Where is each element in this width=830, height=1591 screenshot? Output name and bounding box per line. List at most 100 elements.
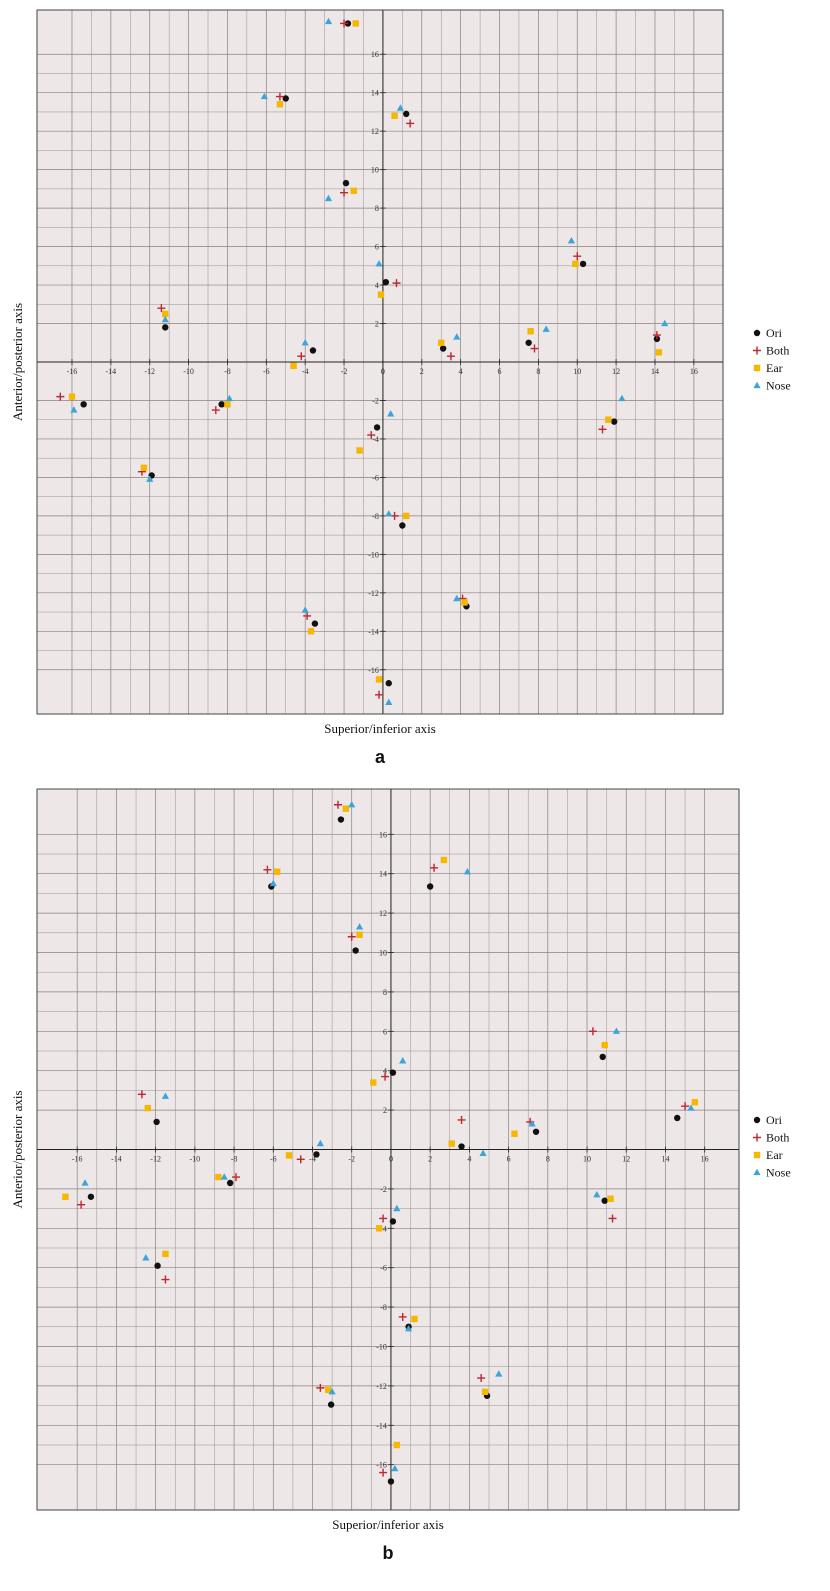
y-tick-label: -16 bbox=[376, 1461, 387, 1470]
y-tick-label: 12 bbox=[379, 909, 387, 918]
x-tick-label: -4 bbox=[302, 367, 309, 376]
marker bbox=[62, 1194, 68, 1200]
marker bbox=[600, 1054, 606, 1060]
marker bbox=[692, 1099, 698, 1105]
y-tick-label: 6 bbox=[375, 243, 379, 252]
marker bbox=[274, 869, 280, 875]
marker bbox=[80, 401, 86, 407]
legend-marker bbox=[754, 330, 760, 336]
y-tick-label: -12 bbox=[376, 1382, 387, 1391]
x-tick-label: 16 bbox=[701, 1155, 709, 1164]
x-tick-label: -12 bbox=[150, 1155, 161, 1164]
marker bbox=[356, 932, 362, 938]
legend-marker bbox=[753, 1134, 761, 1142]
marker bbox=[370, 1079, 376, 1085]
y-tick-label: 10 bbox=[371, 166, 379, 175]
y-tick-label: 8 bbox=[383, 988, 387, 997]
x-tick-label: -8 bbox=[231, 1155, 238, 1164]
x-tick-label: -6 bbox=[270, 1155, 277, 1164]
marker bbox=[308, 628, 314, 634]
x-tick-label: 10 bbox=[583, 1155, 591, 1164]
marker bbox=[343, 805, 349, 811]
marker bbox=[356, 447, 362, 453]
x-tick-label: -2 bbox=[348, 1155, 355, 1164]
marker bbox=[312, 620, 318, 626]
marker bbox=[403, 111, 409, 117]
legend-label: Nose bbox=[766, 1166, 791, 1180]
marker bbox=[533, 1129, 539, 1135]
marker bbox=[411, 1316, 417, 1322]
marker bbox=[525, 340, 531, 346]
marker bbox=[376, 1225, 382, 1231]
x-tick-label: 16 bbox=[690, 367, 698, 376]
x-tick-label: -6 bbox=[263, 367, 270, 376]
legend-label: Both bbox=[766, 344, 789, 358]
y-axis-label: Anterior/posterior axis bbox=[10, 1090, 25, 1208]
marker bbox=[607, 1196, 613, 1202]
y-tick-label: 2 bbox=[375, 320, 379, 329]
marker bbox=[162, 324, 168, 330]
y-tick-label: -16 bbox=[368, 666, 379, 675]
legend-label: Ear bbox=[766, 361, 783, 375]
marker bbox=[394, 1442, 400, 1448]
x-tick-label: 12 bbox=[622, 1155, 630, 1164]
y-tick-label: 6 bbox=[383, 1027, 387, 1036]
marker bbox=[656, 349, 662, 355]
y-tick-label: 4 bbox=[375, 281, 379, 290]
marker bbox=[353, 20, 359, 26]
marker bbox=[391, 113, 397, 119]
x-tick-label: -10 bbox=[183, 367, 194, 376]
legend-marker bbox=[754, 365, 760, 371]
marker bbox=[580, 261, 586, 267]
x-tick-label: 4 bbox=[467, 1155, 471, 1164]
x-tick-label: 10 bbox=[573, 367, 581, 376]
y-axis-label: Anterior/posterior axis bbox=[10, 303, 25, 421]
marker bbox=[351, 188, 357, 194]
marker bbox=[440, 345, 446, 351]
y-tick-label: 8 bbox=[375, 204, 379, 213]
marker bbox=[88, 1194, 94, 1200]
legend-label: Ear bbox=[766, 1148, 783, 1162]
marker bbox=[286, 1152, 292, 1158]
marker bbox=[482, 1389, 488, 1395]
marker bbox=[438, 340, 444, 346]
marker bbox=[572, 261, 578, 267]
y-tick-label: -8 bbox=[380, 1303, 387, 1312]
marker bbox=[141, 465, 147, 471]
marker bbox=[374, 424, 380, 430]
y-tick-label: 14 bbox=[371, 89, 379, 98]
marker bbox=[386, 680, 392, 686]
marker bbox=[449, 1140, 455, 1146]
legend-marker bbox=[753, 382, 760, 388]
x-tick-label: -10 bbox=[190, 1155, 201, 1164]
y-tick-label: -14 bbox=[376, 1421, 387, 1430]
x-tick-label: -14 bbox=[111, 1155, 122, 1164]
x-axis-label: Superior/inferior axis bbox=[332, 1517, 444, 1532]
x-tick-label: -16 bbox=[72, 1155, 83, 1164]
x-tick-label: -14 bbox=[106, 367, 117, 376]
y-tick-label: -14 bbox=[368, 627, 379, 636]
x-tick-label: 2 bbox=[420, 367, 424, 376]
marker bbox=[69, 393, 75, 399]
marker bbox=[290, 363, 296, 369]
y-tick-label: 2 bbox=[383, 1106, 387, 1115]
marker bbox=[388, 1478, 394, 1484]
y-tick-label: 16 bbox=[371, 50, 379, 59]
marker bbox=[224, 401, 230, 407]
y-tick-label: -2 bbox=[372, 396, 379, 405]
legend-label: Ori bbox=[766, 326, 783, 340]
x-tick-label: -16 bbox=[67, 367, 78, 376]
y-tick-label: 12 bbox=[371, 127, 379, 136]
marker bbox=[403, 513, 409, 519]
legend-marker bbox=[754, 1117, 760, 1123]
x-tick-label: 4 bbox=[459, 367, 463, 376]
marker bbox=[310, 347, 316, 353]
marker bbox=[162, 1251, 168, 1257]
x-tick-label: -8 bbox=[224, 367, 231, 376]
marker bbox=[399, 522, 405, 528]
marker bbox=[527, 328, 533, 334]
marker bbox=[390, 1069, 396, 1075]
x-tick-label: 6 bbox=[498, 367, 502, 376]
marker bbox=[277, 101, 283, 107]
x-tick-label: 2 bbox=[428, 1155, 432, 1164]
